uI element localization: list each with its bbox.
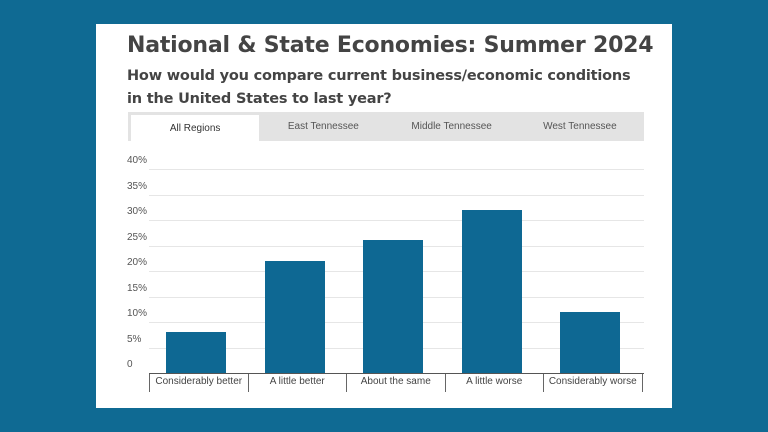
y-tick-label: 40% bbox=[127, 155, 148, 166]
y-tick-label: 10% bbox=[127, 308, 148, 319]
bar-a-little-better[interactable] bbox=[264, 260, 325, 373]
bar-a-little-worse[interactable] bbox=[461, 209, 522, 373]
page-title: National & State Economies: Summer 2024 bbox=[127, 33, 654, 58]
x-tick-label: Considerably better bbox=[149, 374, 248, 392]
tab-west-tennessee[interactable]: West Tennessee bbox=[543, 121, 617, 132]
gridline bbox=[149, 169, 644, 170]
y-tick-label: 25% bbox=[127, 231, 148, 243]
y-tick-label: 15% bbox=[127, 282, 148, 294]
y-tick-label: 0 bbox=[127, 359, 133, 370]
bar-considerably-better[interactable] bbox=[166, 332, 226, 373]
tab-all-regions[interactable]: All Regions bbox=[131, 115, 260, 141]
region-tabs: All Regions East Tennessee Middle Tennes… bbox=[128, 112, 644, 141]
x-tick-label: A little better bbox=[247, 374, 347, 392]
tab-east-tennessee[interactable]: East Tennessee bbox=[287, 121, 359, 132]
bar-considerably-worse[interactable] bbox=[560, 311, 620, 373]
x-tick-label: A little worse bbox=[444, 374, 544, 392]
x-tick-label: Considerably worse bbox=[543, 374, 643, 392]
chart-card: National & State Economies: Summer 2024 … bbox=[96, 24, 672, 408]
y-tick-label: 20% bbox=[127, 257, 148, 268]
tab-middle-tennessee[interactable]: Middle Tennessee bbox=[411, 121, 492, 132]
bar-chart: 0 5% 10% 15% 20% 25% 30% 35% 40% Considerably bet… bbox=[124, 154, 644, 394]
y-tick-label: 5% bbox=[127, 333, 142, 345]
y-tick-label: 35% bbox=[127, 180, 148, 192]
bar-about-the-same[interactable] bbox=[363, 240, 423, 373]
chart-question: How would you compare current business/e… bbox=[127, 68, 631, 107]
y-tick-label: 30% bbox=[127, 206, 148, 217]
x-tick-label: About the same bbox=[346, 374, 445, 392]
gridline bbox=[149, 220, 644, 221]
gridline bbox=[149, 194, 644, 196]
x-axis-line bbox=[149, 373, 644, 374]
